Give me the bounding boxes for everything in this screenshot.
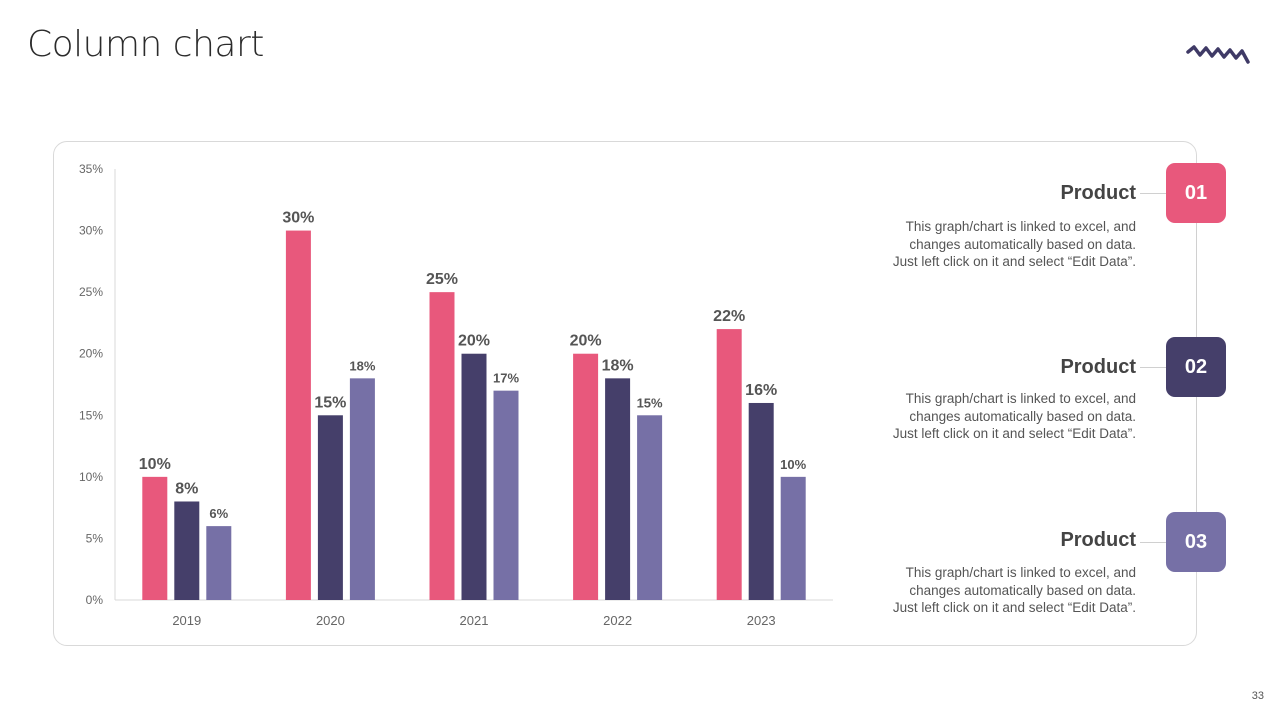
product-desc-line: changes automatically based on data. (909, 236, 1136, 252)
product-desc-line: Just left click on it and select “Edit D… (892, 254, 1136, 269)
x-tick-label: 2021 (460, 613, 489, 628)
bar-data-label: 30% (282, 210, 314, 227)
bar-data-label: 10% (139, 456, 171, 473)
y-tick-label: 35% (79, 162, 103, 176)
product-desc-line: changes automatically based on data. (909, 408, 1136, 424)
bar-data-label: 18% (349, 358, 375, 373)
bar-2022-product-2[interactable] (605, 378, 631, 600)
bar-2020-product-1[interactable] (285, 230, 311, 601)
x-tick-label: 2020 (316, 613, 345, 628)
bar-2021-product-2[interactable] (461, 353, 487, 600)
product-title-01: Product (1060, 182, 1136, 204)
bar-2020-product-3[interactable] (349, 378, 375, 600)
bar-data-label: 20% (458, 333, 490, 350)
product-badge-01: 01 (1166, 163, 1226, 223)
bar-2021-product-1[interactable] (429, 292, 455, 600)
bar-data-label: 18% (602, 357, 634, 374)
bar-2023-product-2[interactable] (748, 402, 774, 600)
bar-2020-product-2[interactable] (317, 415, 343, 600)
product-title-03: Product (1060, 529, 1136, 551)
y-tick-label: 15% (79, 408, 103, 422)
y-tick-label: 20% (79, 347, 103, 361)
product-title-02: Product (1060, 356, 1136, 378)
y-tick-label: 5% (86, 531, 104, 545)
bar-data-label: 6% (209, 506, 228, 521)
bar-data-label: 8% (175, 480, 198, 497)
connector-02 (1140, 367, 1166, 368)
bar-2022-product-3[interactable] (637, 415, 663, 600)
product-desc-02: This graph/chart is linked to excel, and… (846, 390, 1136, 443)
bar-2019-product-1[interactable] (142, 476, 168, 600)
x-tick-label: 2023 (747, 613, 776, 628)
bar-2023-product-3[interactable] (780, 476, 806, 600)
bar-data-label: 17% (493, 371, 519, 386)
bar-data-label: 25% (426, 271, 458, 288)
x-tick-label: 2022 (603, 613, 632, 628)
bar-2022-product-1[interactable] (573, 353, 599, 600)
product-desc-line: This graph/chart is linked to excel, and (905, 565, 1136, 580)
bar-data-label: 16% (745, 382, 777, 399)
page-number: 33 (1251, 690, 1264, 702)
product-badge-02: 02 (1166, 337, 1226, 397)
squiggle-decoration-icon (1186, 45, 1250, 64)
product-desc-line: Just left click on it and select “Edit D… (892, 600, 1136, 615)
product-desc-line: This graph/chart is linked to excel, and (905, 219, 1136, 234)
product-desc-line: Just left click on it and select “Edit D… (892, 426, 1136, 441)
y-tick-label: 0% (86, 593, 104, 607)
product-desc-03: This graph/chart is linked to excel, and… (846, 564, 1136, 617)
connector-03 (1140, 542, 1166, 543)
bar-2023-product-1[interactable] (716, 329, 742, 600)
product-desc-01: This graph/chart is linked to excel, and… (846, 218, 1136, 271)
product-desc-line: This graph/chart is linked to excel, and (905, 391, 1136, 406)
y-tick-label: 30% (79, 224, 103, 238)
bar-data-label: 15% (637, 395, 663, 410)
bar-data-label: 22% (713, 308, 745, 325)
y-tick-label: 25% (79, 285, 103, 299)
connector-01 (1140, 193, 1166, 194)
product-badge-03: 03 (1166, 512, 1226, 572)
bar-2021-product-3[interactable] (493, 390, 519, 600)
bar-2019-product-2[interactable] (174, 501, 200, 600)
product-desc-line: changes automatically based on data. (909, 582, 1136, 598)
x-tick-label: 2019 (172, 613, 201, 628)
bar-data-label: 20% (570, 333, 602, 350)
bar-data-label: 10% (780, 457, 806, 472)
page-title: Column chart (27, 24, 264, 65)
bar-2019-product-3[interactable] (206, 526, 232, 600)
bar-data-label: 15% (314, 394, 346, 411)
y-tick-label: 10% (79, 470, 103, 484)
